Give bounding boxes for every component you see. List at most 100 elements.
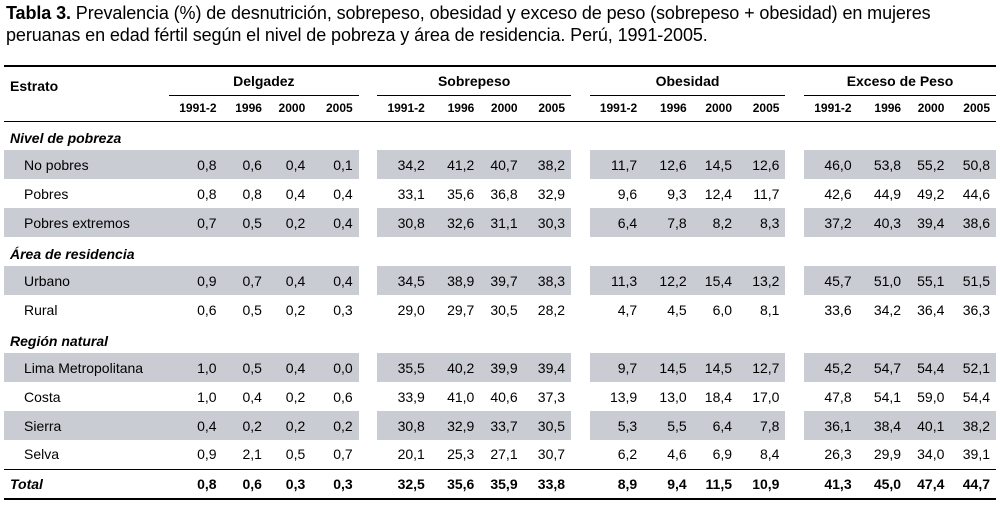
table-cell: 33,7 xyxy=(480,411,524,440)
table-cell: 39,7 xyxy=(480,266,524,295)
header-year: 2005 xyxy=(538,100,566,115)
table-cell: 31,1 xyxy=(480,208,524,237)
row-label: Pobres extremos xyxy=(4,208,169,237)
table-cell: 6,4 xyxy=(692,411,739,440)
table-cell: 0,4 xyxy=(242,388,262,405)
header-group: Delgadez xyxy=(168,68,359,96)
row-label: No pobres xyxy=(4,150,169,179)
table-cell: 40,1 xyxy=(907,411,951,440)
table-cell: 6,4 xyxy=(589,208,644,237)
table-row: Sierra 0,4 0,2 0,2 0,2 30,8 32,9 33,7 30,5 5,3 5,5… xyxy=(4,411,996,440)
table-row: Costa 1,0 0,4 0,2 0,6 33,9 41,0 40,6 37,3 13,9 13,… xyxy=(4,382,996,411)
row-label: Pobres xyxy=(24,185,69,202)
section-row: Área de residencia xyxy=(4,237,996,266)
table-cell: 53,8 xyxy=(857,150,908,179)
table-cell: 44,6 xyxy=(962,185,990,202)
header-year: 2000 xyxy=(490,100,518,115)
table-cell: 40,7 xyxy=(480,150,524,179)
table-cell: 15,4 xyxy=(692,266,739,295)
table-cell: 12,6 xyxy=(643,150,693,179)
table-cell: 0,7 xyxy=(222,266,268,295)
row-label: Urbano xyxy=(4,266,169,295)
table-cell: 11,7 xyxy=(589,150,644,179)
table-cell: 55,2 xyxy=(907,150,951,179)
table-cell: 41,0 xyxy=(447,388,475,405)
table-cell: 1,0 xyxy=(168,353,223,382)
table-cell: 4,5 xyxy=(667,301,687,318)
table-cell: 29,0 xyxy=(397,301,425,318)
table-cell: 9,7 xyxy=(589,353,644,382)
total-cell: 11,5 xyxy=(692,468,739,500)
row-label: Costa xyxy=(24,388,61,405)
table-cell: 0,2 xyxy=(267,411,312,440)
table-cell: 37,2 xyxy=(804,208,858,237)
header-group: Sobrepeso xyxy=(377,68,572,96)
table-cell: 13,2 xyxy=(738,266,786,295)
header-year: 2000 xyxy=(705,100,733,115)
section-row: Región natural xyxy=(4,324,996,353)
header-year: 1996 xyxy=(235,100,262,115)
table-cell: 26,3 xyxy=(824,446,852,463)
section-title: Área de residencia xyxy=(10,246,135,262)
total-cell: 10,9 xyxy=(738,468,786,500)
table-cell: 0,4 xyxy=(267,266,312,295)
table-cell: 32,9 xyxy=(430,411,481,440)
table-cell: 0,8 xyxy=(197,185,217,202)
table-cell: 0,8 xyxy=(242,185,262,202)
table-cell: 54,4 xyxy=(962,388,990,405)
table-cell: 9,3 xyxy=(667,185,687,202)
table-cell: 0,6 xyxy=(222,150,268,179)
table-cell: 12,2 xyxy=(643,266,693,295)
table-cell: 36,8 xyxy=(490,185,518,202)
table-cell: 33,1 xyxy=(397,185,425,202)
table-cell: 5,3 xyxy=(589,411,644,440)
table-cell: 37,3 xyxy=(537,388,566,405)
total-cell: 47,4 xyxy=(907,468,951,500)
table-cell: 40,3 xyxy=(857,208,908,237)
table-cell: 27,1 xyxy=(490,446,518,463)
table-cell: 36,3 xyxy=(962,301,990,318)
table-cell: 12,4 xyxy=(704,185,733,202)
table-cell: 1,0 xyxy=(197,388,217,405)
table-cell: 0,1 xyxy=(311,150,359,179)
table-cell: 45,2 xyxy=(804,353,858,382)
table-cell: 36,1 xyxy=(804,411,858,440)
row-label: Selva xyxy=(24,446,60,463)
table-cell: 12,7 xyxy=(738,353,786,382)
table-cell: 38,9 xyxy=(430,266,481,295)
table-cell: 2,1 xyxy=(242,446,262,463)
table-cell: 41,2 xyxy=(430,150,481,179)
table-cell: 6,0 xyxy=(712,301,733,318)
table-cell: 51,0 xyxy=(857,266,908,295)
total-cell: 41,3 xyxy=(804,468,858,500)
total-cell: 44,7 xyxy=(950,468,996,500)
section-title: Región natural xyxy=(10,333,109,349)
table-cell: 4,7 xyxy=(617,301,638,318)
table-cell: 47,8 xyxy=(824,388,852,405)
total-row: Total 0,8 0,6 0,3 0,3 32,5 35,6 35,9 33,8 8,9 9,4 1… xyxy=(4,468,996,500)
table-cell: 39,4 xyxy=(523,353,572,382)
table-cell: 4,6 xyxy=(667,446,687,463)
total-cell: 45,0 xyxy=(857,468,908,500)
total-cell: 32,5 xyxy=(377,468,431,500)
table-row: Pobres extremos 0,7 0,5 0,2 0,4 30,8 32,6 31,1 3… xyxy=(4,208,996,237)
header-row-groups: Estrato Delgadez Sobrepeso Obesidad Exceso d… xyxy=(4,68,996,96)
table-cell: 38,2 xyxy=(523,150,572,179)
table-cell: 0,3 xyxy=(333,301,353,318)
table-cell: 20,1 xyxy=(397,446,425,463)
table-cell: 39,1 xyxy=(962,446,990,463)
table-cell: 44,9 xyxy=(873,185,902,202)
table-cell: 11,7 xyxy=(753,185,780,202)
table-cell: 38,3 xyxy=(523,266,572,295)
table-cell: 33,6 xyxy=(824,301,852,318)
total-cell: 0,3 xyxy=(311,468,359,500)
header-year: 1996 xyxy=(874,100,902,115)
table-cell: 0,7 xyxy=(168,208,223,237)
table-cell: 59,0 xyxy=(917,388,945,405)
table-cell: 25,3 xyxy=(447,446,475,463)
header-year: 2000 xyxy=(917,100,945,115)
table-cell: 14,5 xyxy=(643,353,693,382)
table-cell: 32,9 xyxy=(537,185,566,202)
table-cell: 34,2 xyxy=(377,150,431,179)
table-cell: 0,4 xyxy=(267,150,312,179)
